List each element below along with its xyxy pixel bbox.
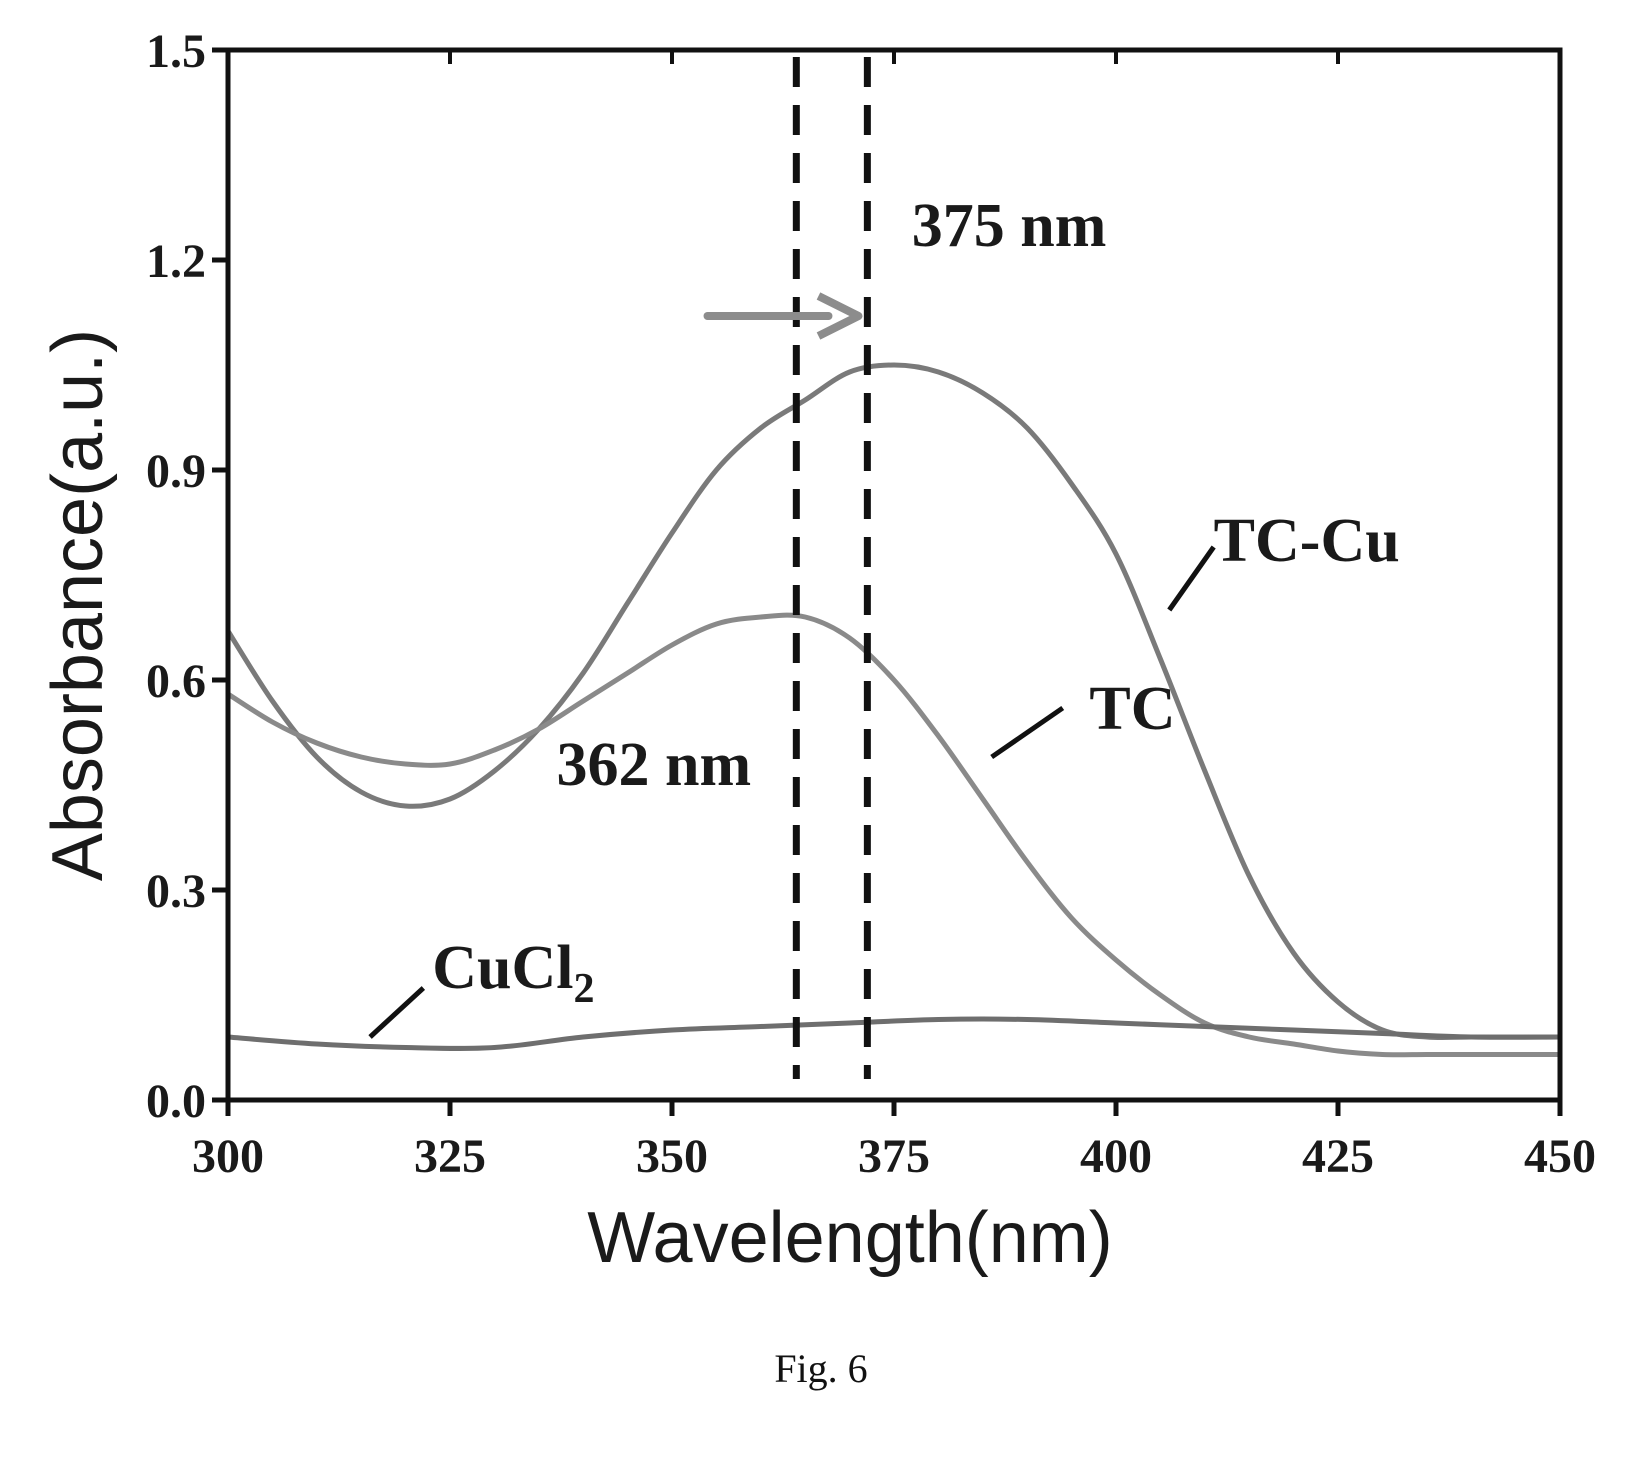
x-tick-label-325: 325 <box>414 1130 486 1183</box>
plot-frame <box>225 47 1563 1103</box>
figure-caption: Fig. 6 <box>774 1346 868 1391</box>
y-tick-label-0.3: 0.3 <box>146 865 206 918</box>
x-tick-label-300: 300 <box>192 1130 264 1183</box>
axes: 300 325 350 375 400 425 450 0.0 0.3 0.6 0.9 1.2 1.5 <box>146 25 1596 1183</box>
pointer-line-tc <box>990 705 1065 760</box>
annotation-375-nm: 375 nm <box>912 192 1107 260</box>
y-tick-label-1.5: 1.5 <box>146 25 206 78</box>
x-tick-label-450: 450 <box>1524 1130 1596 1183</box>
annotation-tc-cu: TC-Cu <box>1214 507 1400 575</box>
y-tick-label-1.2: 1.2 <box>146 235 206 288</box>
y-axis-label: Absorbance(a.u.) <box>38 329 118 881</box>
series-line-tc-cu <box>225 362 1560 1041</box>
y-tick-label-0.9: 0.9 <box>146 445 206 498</box>
y-tick-label-0.6: 0.6 <box>146 655 206 708</box>
annotation-subscript: 2 <box>574 966 595 1012</box>
shift-arrow-head <box>816 292 863 340</box>
x-tick-label-350: 350 <box>636 1130 708 1183</box>
annotation-362-nm: 362 nm <box>557 731 752 799</box>
pointer-line-cucl2 <box>368 986 426 1039</box>
x-tick-label-425: 425 <box>1302 1130 1374 1183</box>
series-line-cucl2 <box>227 1016 1561 1051</box>
y-tick-label-0.0: 0.0 <box>146 1075 206 1128</box>
pointer-line-tc-cu <box>1167 545 1216 612</box>
x-axis-label: Wavelength(nm) <box>587 1198 1113 1278</box>
plot-area: 375 nm 362 nm TC-Cu TC CuCl2 <box>225 57 1561 1079</box>
annotation-tc: TC <box>1089 675 1175 743</box>
series-line-tc <box>226 612 1560 1058</box>
annotation-cucl2: CuCl2 <box>432 934 594 1012</box>
x-tick-label-375: 375 <box>858 1130 930 1183</box>
x-tick-label-400: 400 <box>1080 1130 1152 1183</box>
